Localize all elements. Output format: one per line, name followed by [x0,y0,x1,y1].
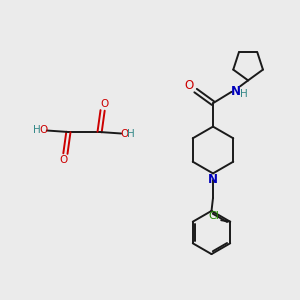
Text: O: O [60,155,68,165]
Text: O: O [100,99,108,109]
Text: N: N [231,85,241,98]
Text: O: O [121,129,129,139]
Text: H: H [240,89,248,99]
Text: N: N [208,173,218,186]
Text: O: O [184,79,194,92]
Text: O: O [39,125,47,135]
Text: Cl: Cl [209,211,220,221]
Text: H: H [33,125,41,135]
Text: H: H [127,129,135,139]
